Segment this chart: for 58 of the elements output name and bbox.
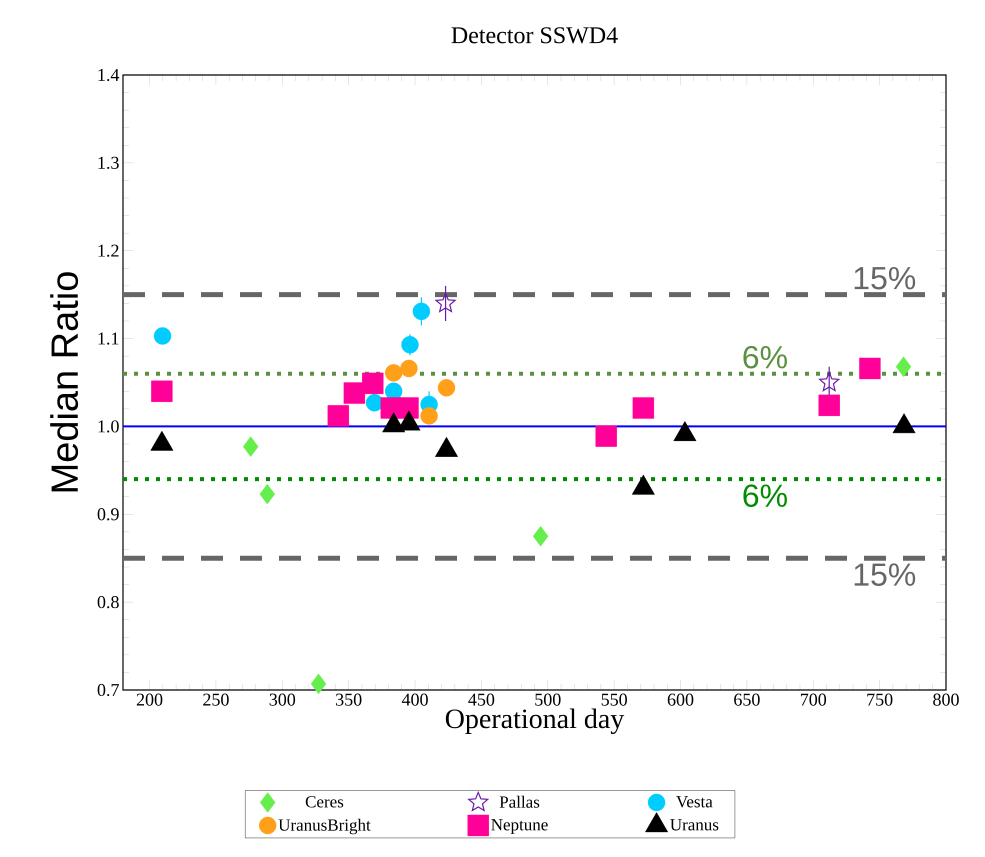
y-tick-label: 1.4: [98, 68, 120, 82]
point: [328, 405, 350, 427]
point: [438, 379, 456, 396]
x-tick-label: 200: [136, 694, 162, 706]
y-tick-label: 1.0: [98, 420, 119, 433]
legend-label: Ceres: [306, 796, 344, 808]
point: [435, 292, 456, 312]
point: [260, 484, 275, 504]
legend-label: Pallas: [500, 796, 540, 808]
x-tick-label: 450: [468, 694, 494, 706]
annotation: 6%: [743, 346, 787, 369]
y-axis-title: Median Ratio: [50, 272, 78, 492]
point: [412, 302, 430, 320]
point: [401, 336, 419, 354]
x-tick-label: 550: [602, 694, 627, 706]
point: [819, 372, 840, 392]
x-tick-label: 500: [535, 694, 561, 706]
point: [818, 394, 840, 416]
point: [362, 372, 384, 394]
point: [154, 327, 172, 345]
point: [400, 360, 418, 378]
point: [632, 397, 654, 419]
annotation: 15%: [854, 563, 916, 586]
x-tick-label: 600: [668, 694, 694, 706]
point: [896, 356, 912, 377]
point: [595, 425, 617, 447]
point: [151, 380, 173, 402]
point: [243, 436, 258, 457]
annotation: 6%: [743, 484, 787, 508]
x-tick-label: 700: [800, 694, 826, 706]
annotation: 15%: [854, 266, 916, 290]
legend-label: Neptune: [491, 819, 548, 834]
y-tick-label: 0.9: [98, 508, 119, 520]
legend-label: Uranus: [670, 819, 718, 830]
point: [532, 526, 548, 546]
legend-label: Vesta: [676, 796, 713, 808]
y-tick-label: 1.2: [98, 244, 118, 257]
x-tick-label: 250: [203, 694, 229, 706]
x-axis-title: Operational day: [446, 708, 624, 734]
y-tick-label: 1.3: [98, 156, 119, 169]
x-tick-label: 650: [734, 694, 760, 706]
point: [384, 364, 402, 382]
point: [366, 394, 384, 412]
point: [397, 397, 419, 419]
x-tick-label: 800: [933, 694, 959, 706]
x-tick-label: 350: [336, 694, 362, 706]
x-tick-label: 300: [270, 694, 296, 706]
point: [310, 674, 326, 694]
chart-title: Detector SSWD4: [452, 27, 618, 44]
point: [344, 382, 366, 404]
point: [420, 407, 438, 425]
legend-label: UranusBright: [278, 818, 371, 834]
point: [859, 358, 881, 380]
y-tick-label: 0.8: [98, 596, 119, 608]
y-tick-label: 1.1: [98, 332, 118, 345]
x-tick-label: 400: [402, 694, 428, 706]
x-tick-label: 750: [867, 694, 892, 706]
y-tick-label: 0.7: [98, 684, 119, 696]
